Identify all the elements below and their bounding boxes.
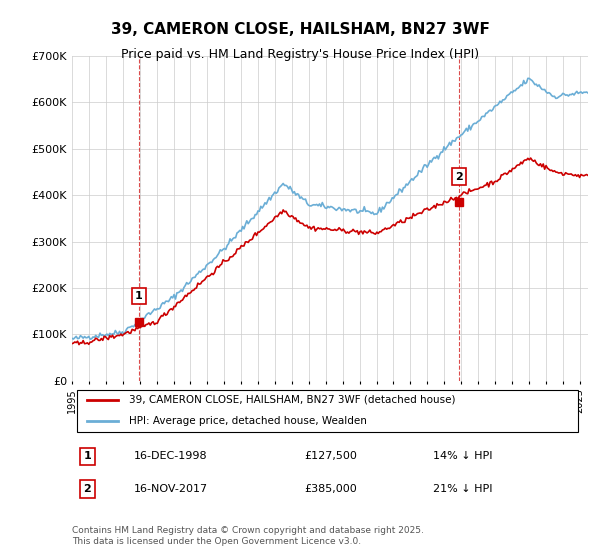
FancyBboxPatch shape (77, 390, 578, 432)
Text: Contains HM Land Registry data © Crown copyright and database right 2025.
This d: Contains HM Land Registry data © Crown c… (72, 526, 424, 546)
Text: 16-DEC-1998: 16-DEC-1998 (134, 451, 208, 461)
Text: 1: 1 (83, 451, 91, 461)
Text: 2: 2 (83, 484, 91, 494)
Text: £385,000: £385,000 (304, 484, 357, 494)
Text: 1: 1 (135, 291, 143, 301)
Text: 2: 2 (455, 171, 463, 181)
Text: 39, CAMERON CLOSE, HAILSHAM, BN27 3WF: 39, CAMERON CLOSE, HAILSHAM, BN27 3WF (110, 22, 490, 38)
Text: Price paid vs. HM Land Registry's House Price Index (HPI): Price paid vs. HM Land Registry's House … (121, 48, 479, 60)
Text: 14% ↓ HPI: 14% ↓ HPI (433, 451, 493, 461)
Text: £127,500: £127,500 (304, 451, 357, 461)
Text: HPI: Average price, detached house, Wealden: HPI: Average price, detached house, Weal… (129, 416, 367, 426)
Text: 39, CAMERON CLOSE, HAILSHAM, BN27 3WF (detached house): 39, CAMERON CLOSE, HAILSHAM, BN27 3WF (d… (129, 395, 455, 405)
Text: 21% ↓ HPI: 21% ↓ HPI (433, 484, 493, 494)
Text: 16-NOV-2017: 16-NOV-2017 (134, 484, 208, 494)
